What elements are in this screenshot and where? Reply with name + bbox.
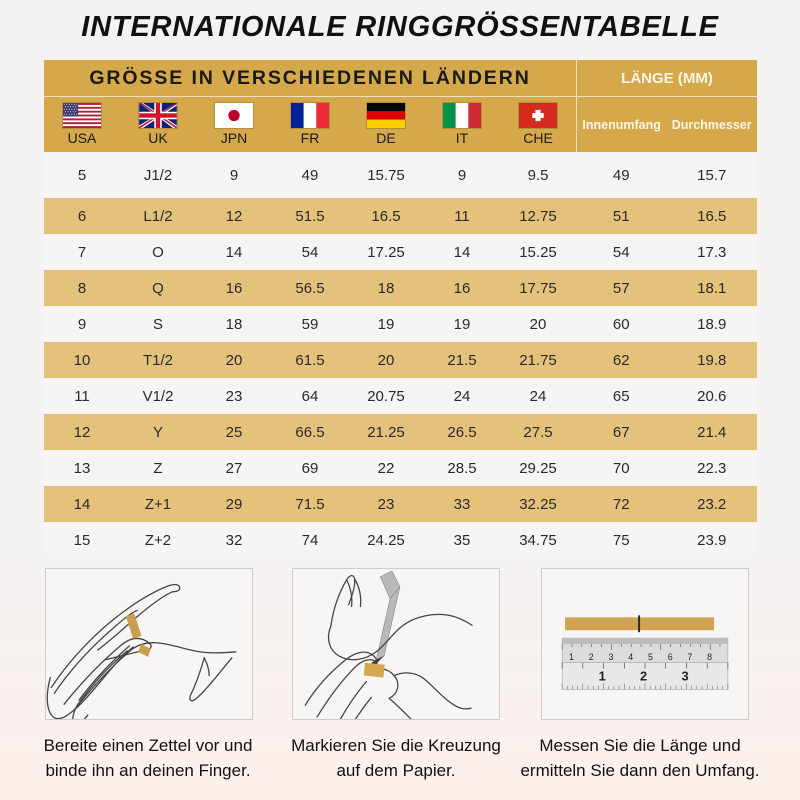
svg-text:8: 8 xyxy=(707,652,712,662)
svg-text:1: 1 xyxy=(599,669,606,684)
svg-text:1: 1 xyxy=(569,652,574,662)
svg-text:3: 3 xyxy=(608,652,613,662)
svg-text:6: 6 xyxy=(668,652,673,662)
svg-text:7: 7 xyxy=(687,652,692,662)
svg-text:2: 2 xyxy=(589,652,594,662)
svg-text:5: 5 xyxy=(648,652,653,662)
svg-text:3: 3 xyxy=(682,669,689,684)
svg-text:4: 4 xyxy=(628,652,633,662)
svg-text:2: 2 xyxy=(640,669,647,684)
